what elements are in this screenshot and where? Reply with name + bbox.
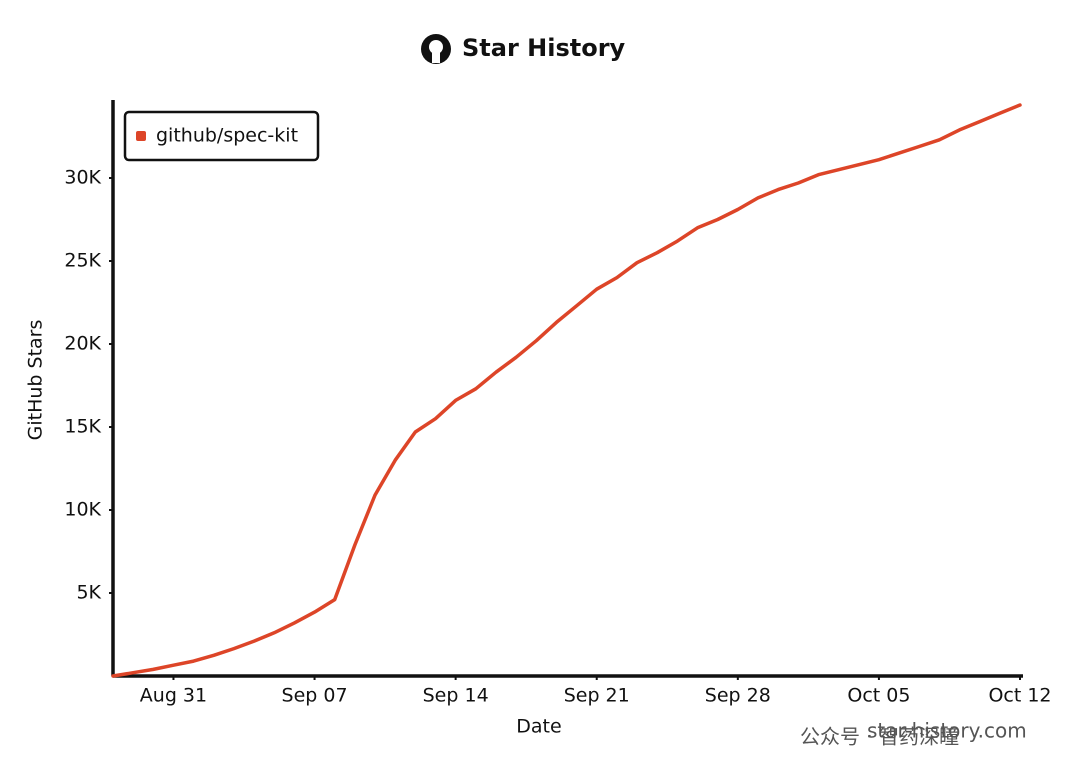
x-tick-label: Sep 14 xyxy=(423,685,489,707)
series-line xyxy=(111,103,1022,678)
x-axis-label: Date xyxy=(516,716,561,738)
github-logo xyxy=(421,34,451,64)
watermark: star-history.com xyxy=(867,719,1027,743)
y-tick-label: 10K xyxy=(64,499,101,521)
legend-swatch xyxy=(136,131,146,141)
x-tick-label: Sep 28 xyxy=(705,685,771,707)
y-tick-label: 20K xyxy=(64,333,101,355)
y-axis-label: GitHub Stars xyxy=(25,320,47,441)
y-tick-label: 5K xyxy=(76,582,101,604)
legend-box xyxy=(123,110,320,162)
chart-title: Star History xyxy=(462,34,626,62)
y-tick-label: 25K xyxy=(64,250,101,272)
x-tick-label: Oct 12 xyxy=(988,685,1051,707)
x-tick-label: Oct 05 xyxy=(847,685,910,707)
x-tick-label: Aug 31 xyxy=(140,685,207,707)
overlay-text: 公众号 · 智药深瞳 xyxy=(800,725,959,749)
x-tick-label: Sep 21 xyxy=(564,685,630,707)
x-tick-label: Sep 07 xyxy=(282,685,348,707)
legend-label: github/spec-kit xyxy=(156,125,298,147)
y-tick-label: 30K xyxy=(64,167,101,189)
y-tick-label: 15K xyxy=(64,416,101,438)
